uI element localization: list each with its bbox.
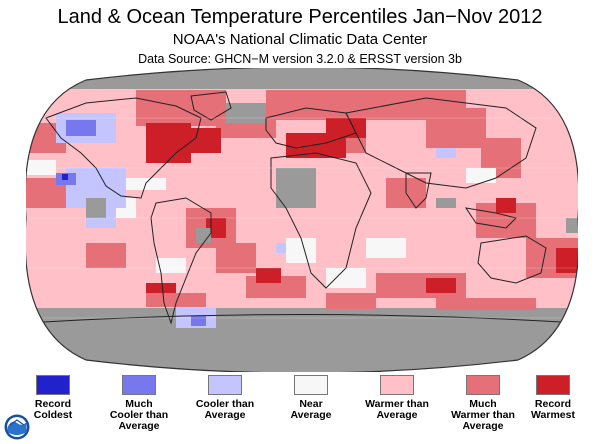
legend-swatch (294, 375, 328, 395)
legend-label: Much Cooler than Average (109, 398, 169, 432)
legend-label: Warmer than Average (365, 398, 429, 421)
legend-item-much-warmer: Much Warmer than Average (440, 375, 526, 432)
noaa-logo-icon (4, 414, 30, 440)
legend: Record Coldest Much Cooler than Average … (0, 375, 600, 444)
legend-label: Much Warmer than Average (451, 398, 515, 432)
legend-label: Near Average (290, 398, 332, 421)
legend-swatch (208, 375, 242, 395)
legend-item-record-warmest: Record Warmest (510, 375, 596, 421)
legend-swatch (466, 375, 500, 395)
legend-label: Record Coldest (33, 398, 73, 421)
grid-lines (26, 117, 578, 319)
legend-item-much-cooler: Much Cooler than Average (96, 375, 182, 432)
map-subtitle: NOAA's National Climatic Data Center (172, 31, 428, 48)
record-coldest-regions (62, 174, 68, 180)
continent-outlines (26, 91, 578, 325)
legend-swatch (380, 375, 414, 395)
legend-item-record-coldest: Record Coldest (10, 375, 96, 421)
legend-label: Record Warmest (531, 398, 575, 421)
legend-item-near: Near Average (268, 375, 354, 421)
legend-label: Cooler than Average (195, 398, 255, 421)
legend-swatch (36, 375, 70, 395)
legend-item-warmer: Warmer than Average (354, 375, 440, 421)
map-title: Land & Ocean Temperature Percentiles Jan… (57, 6, 543, 28)
data-source: Data Source: GHCN−M version 3.2.0 & ERSS… (138, 52, 462, 66)
legend-swatch (122, 375, 156, 395)
arctic-no-data (26, 68, 578, 89)
legend-item-cooler: Cooler than Average (182, 375, 268, 421)
legend-swatch (536, 375, 570, 395)
temperature-percentile-map (26, 68, 578, 372)
